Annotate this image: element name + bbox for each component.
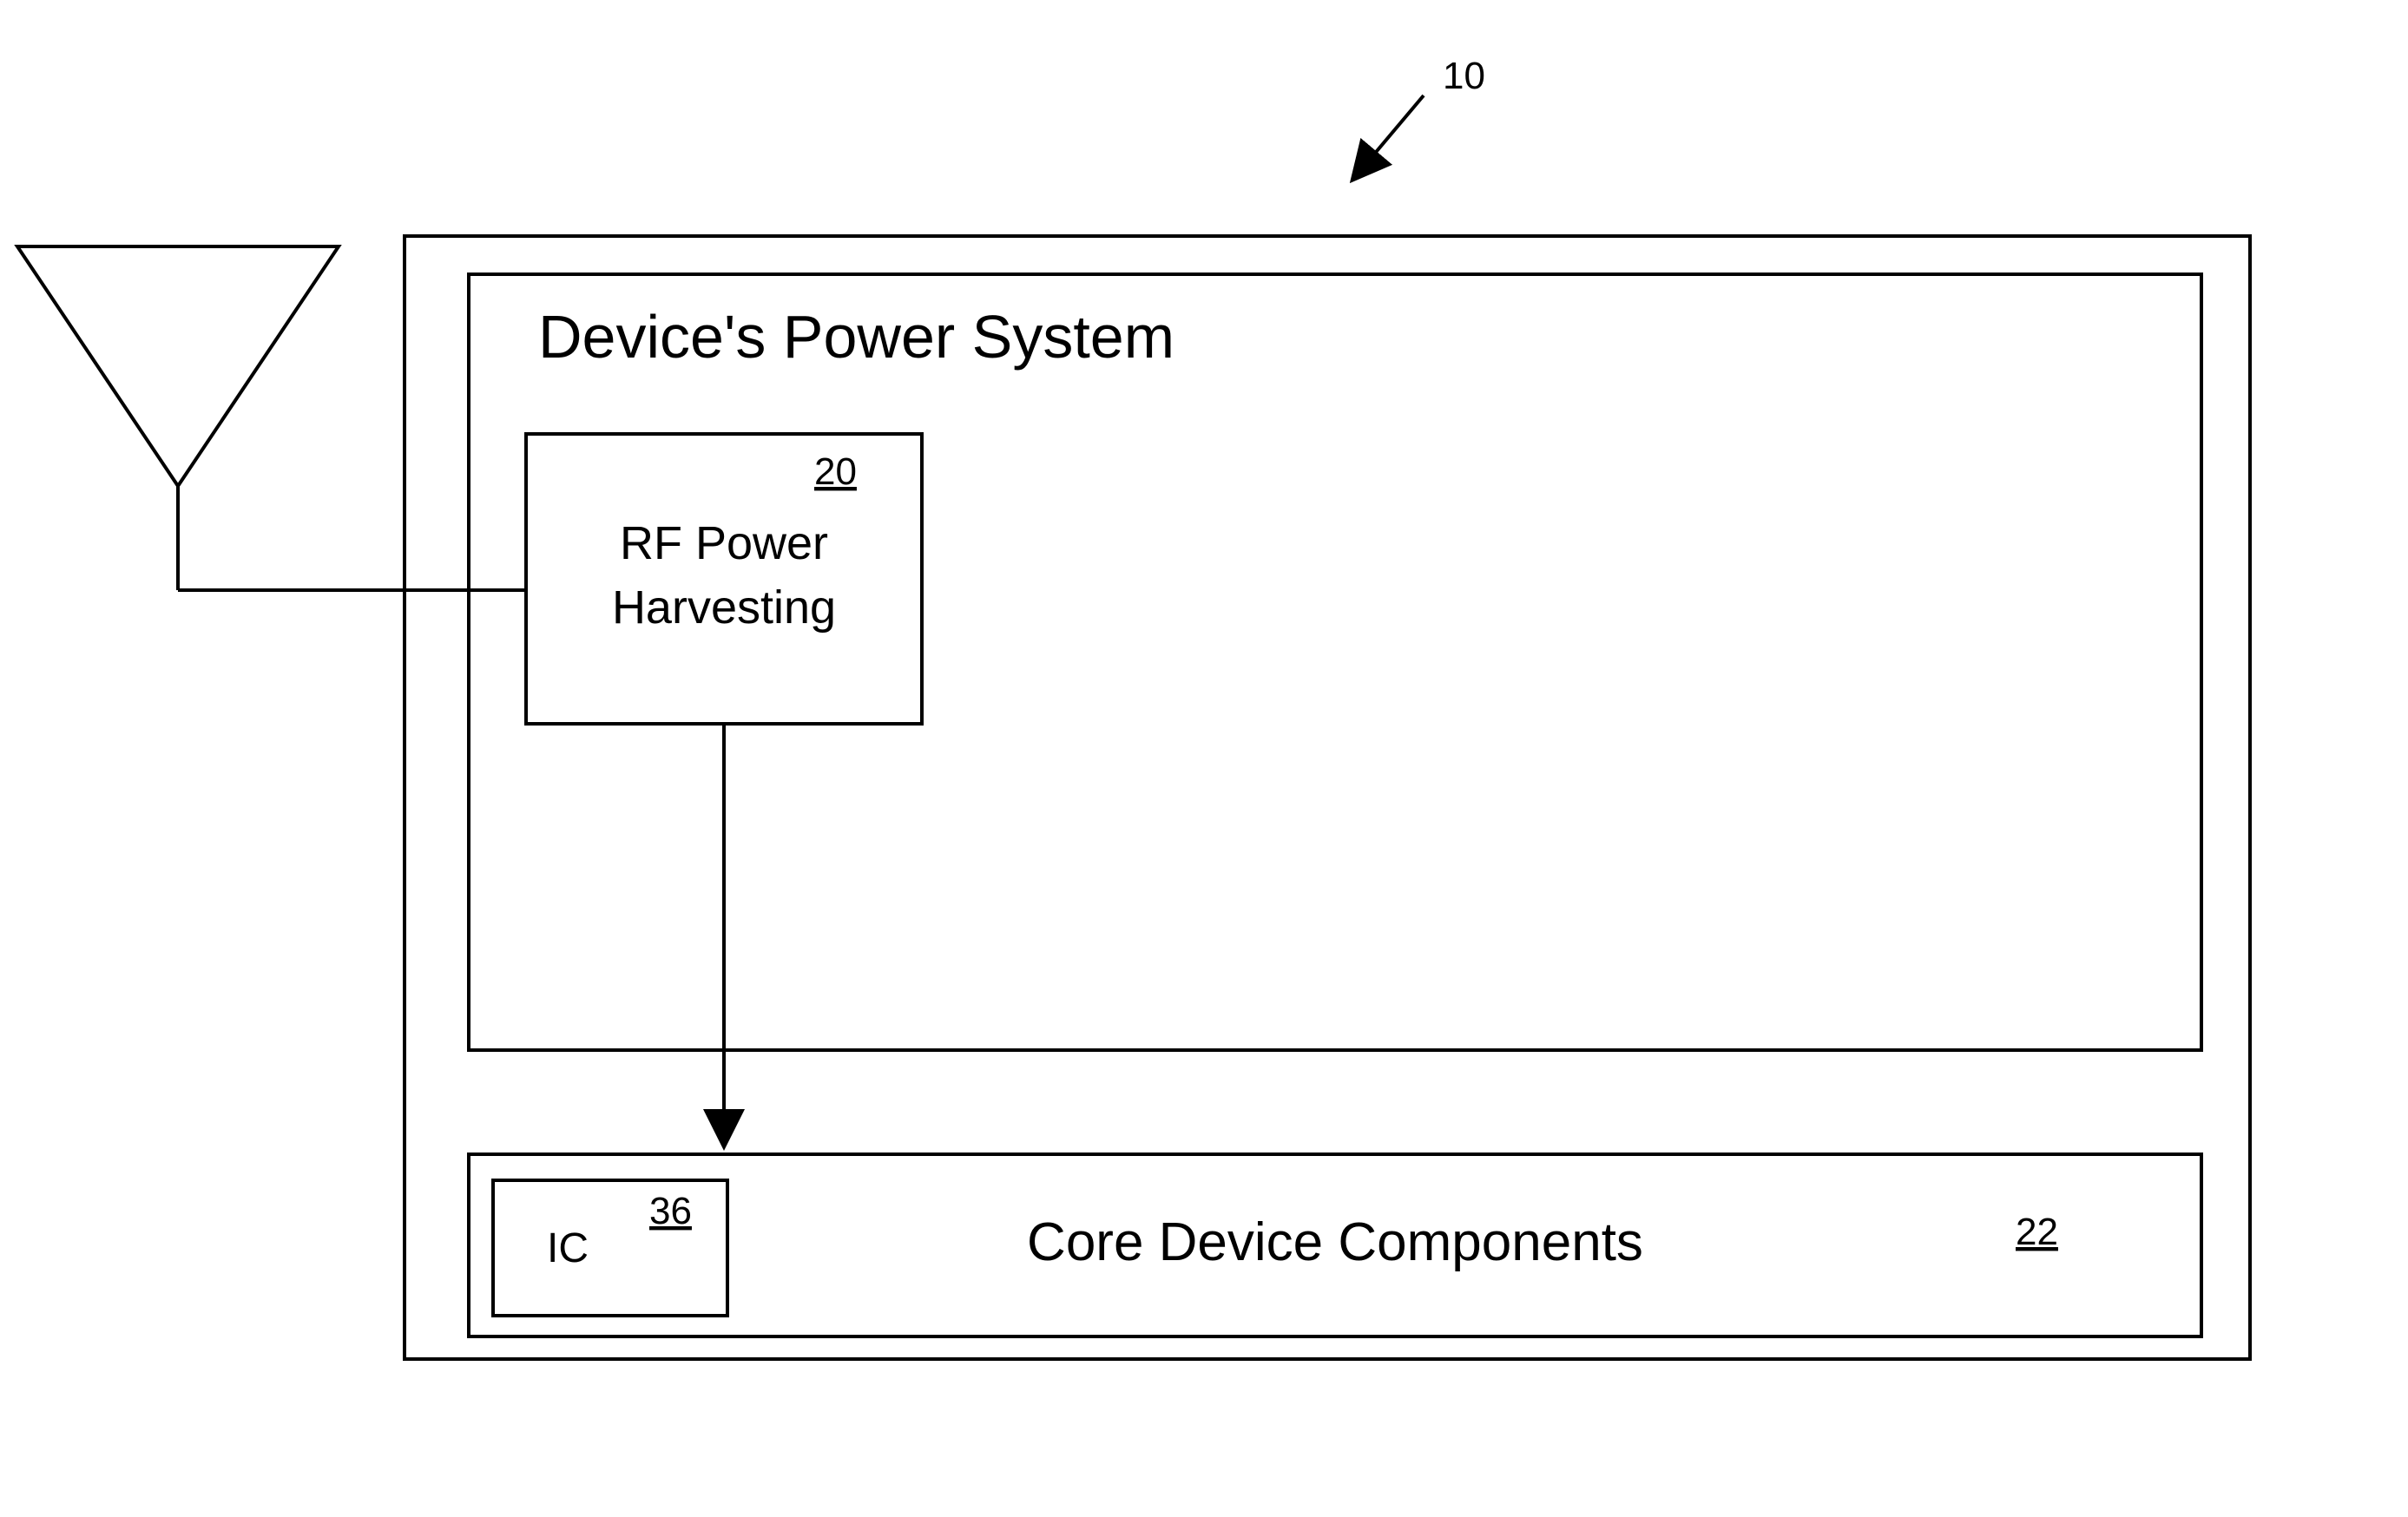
core-ref-num: 22 bbox=[2016, 1211, 2058, 1253]
ic-ref-num: 36 bbox=[649, 1190, 692, 1232]
ic-label: IC bbox=[547, 1225, 589, 1271]
rf-label-line1: RF Power bbox=[620, 517, 828, 569]
ref-10-arrow bbox=[1354, 95, 1424, 178]
antenna-icon bbox=[17, 246, 339, 486]
rf-label-line2: Harvesting bbox=[612, 581, 836, 634]
rf-harvesting-box bbox=[526, 434, 922, 724]
rf-ref-num: 20 bbox=[814, 450, 857, 493]
block-diagram: 10 Device's Power System 20 RF Power Har… bbox=[0, 0, 2408, 1517]
core-components-title: Core Device Components bbox=[1027, 1212, 1643, 1272]
power-system-box bbox=[469, 274, 2201, 1050]
ic-box bbox=[493, 1180, 727, 1316]
ref-10-label: 10 bbox=[1443, 55, 1485, 97]
power-system-title: Device's Power System bbox=[538, 303, 1174, 371]
